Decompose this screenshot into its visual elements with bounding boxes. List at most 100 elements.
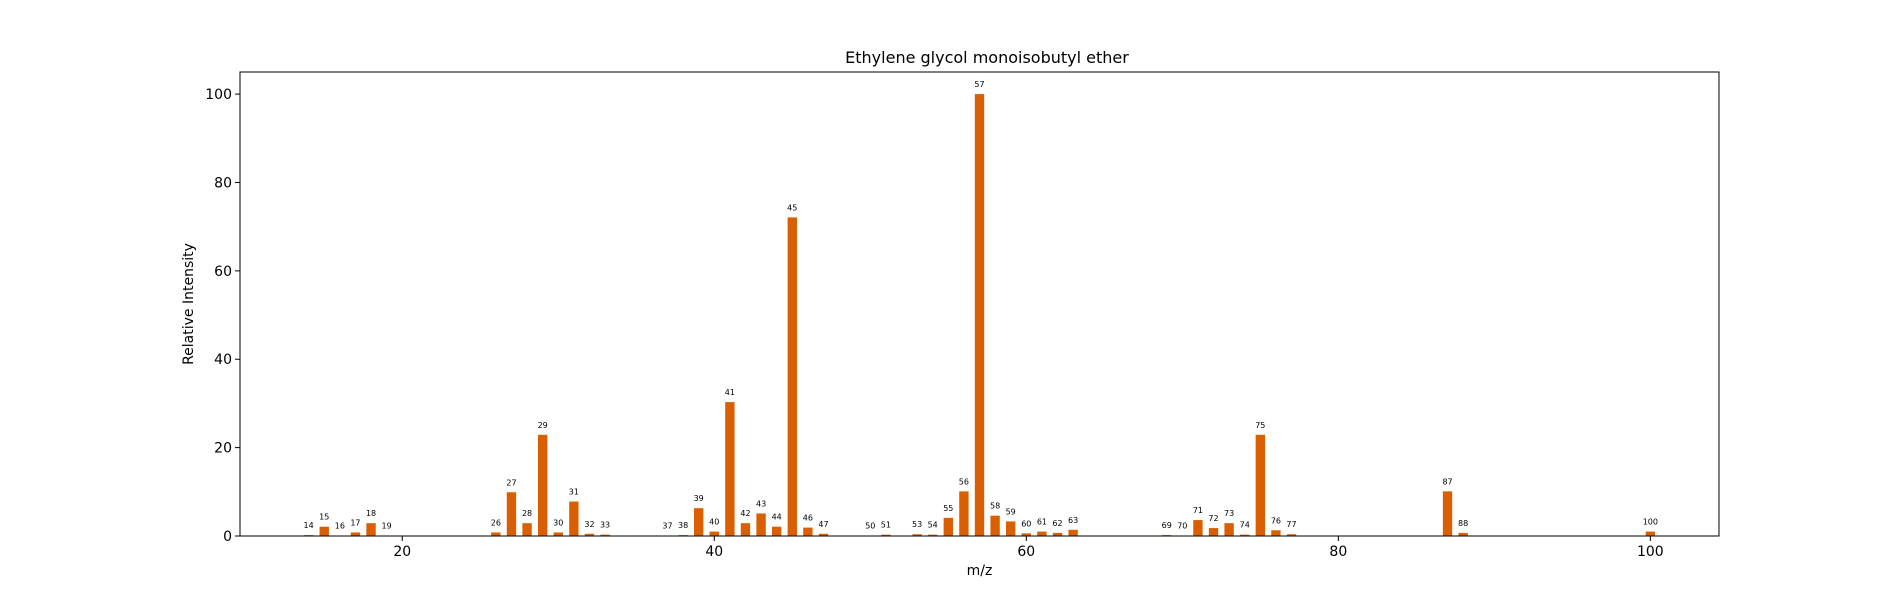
data-label: 70: [1177, 522, 1187, 531]
x-tick-label: 20: [393, 544, 411, 560]
x-axis-label: m/z: [967, 563, 993, 579]
data-label: 30: [553, 518, 563, 527]
bar: [1256, 435, 1265, 536]
data-label: 53: [912, 520, 922, 529]
bar: [1224, 523, 1233, 536]
bar: [1646, 532, 1655, 536]
data-label: 29: [538, 421, 548, 430]
bar: [1006, 521, 1015, 536]
data-label: 87: [1442, 477, 1452, 486]
data-label: 32: [584, 520, 594, 529]
data-label: 17: [350, 518, 360, 527]
y-tick-label: 0: [223, 529, 232, 545]
data-label: 16: [335, 522, 345, 531]
x-axis: 20 40 60 80 100: [393, 536, 1663, 560]
data-label: 58: [990, 502, 1000, 511]
data-label: 39: [694, 494, 704, 503]
bar: [944, 518, 953, 536]
bar: [756, 513, 765, 536]
data-label: 33: [600, 521, 610, 530]
y-tick-label: 60: [214, 264, 232, 280]
data-label: 14: [304, 521, 314, 530]
bar: [569, 502, 578, 536]
data-label: 31: [569, 488, 579, 497]
data-label: 63: [1068, 516, 1078, 525]
bar: [725, 402, 734, 536]
data-label: 88: [1458, 519, 1468, 528]
bar: [351, 532, 360, 536]
bar: [507, 492, 516, 536]
data-label: 45: [787, 203, 797, 212]
data-label: 38: [678, 521, 688, 530]
bar: [990, 516, 999, 536]
y-axis: 0 20 40 60 80 100: [205, 87, 240, 545]
x-tick-label: 60: [1017, 544, 1035, 560]
bar: [1037, 532, 1046, 536]
data-label: 74: [1240, 521, 1250, 530]
data-label: 75: [1255, 421, 1265, 430]
data-label: 47: [818, 520, 828, 529]
data-label: 42: [740, 509, 750, 518]
data-label: 50: [865, 522, 875, 531]
data-label: 59: [1006, 507, 1016, 516]
bar: [1209, 528, 1218, 536]
y-axis-label: Relative Intensity: [181, 243, 197, 365]
data-label: 57: [974, 80, 984, 89]
data-label: 18: [366, 509, 376, 518]
data-label: 60: [1021, 519, 1031, 528]
data-label: 69: [1162, 521, 1172, 530]
bar: [1068, 530, 1077, 536]
bar: [788, 217, 797, 536]
y-tick-label: 100: [205, 87, 232, 103]
y-tick-label: 40: [214, 352, 232, 368]
bar: [522, 523, 531, 536]
bar: [491, 532, 500, 536]
bar: [1271, 530, 1280, 536]
data-label: 100: [1643, 518, 1658, 527]
data-label: 71: [1193, 506, 1203, 515]
data-label: 40: [709, 518, 719, 527]
bar: [772, 527, 781, 536]
data-label: 46: [803, 514, 813, 523]
x-tick-label: 100: [1637, 544, 1664, 560]
data-label: 73: [1224, 509, 1234, 518]
y-tick-label: 20: [214, 441, 232, 457]
data-label: 55: [943, 504, 953, 513]
bar: [538, 435, 547, 536]
bar: [694, 508, 703, 536]
bar: [959, 491, 968, 536]
x-tick-label: 80: [1329, 544, 1347, 560]
data-label: 37: [662, 522, 672, 531]
data-label: 19: [382, 522, 392, 531]
bar: [320, 527, 329, 536]
data-label: 27: [506, 478, 516, 487]
bar: [366, 523, 375, 536]
bar: [741, 523, 750, 536]
bar: [1443, 491, 1452, 536]
data-label: 51: [881, 521, 891, 530]
chart-title: Ethylene glycol monoisobutyl ether: [845, 48, 1129, 67]
bar: [554, 532, 563, 536]
bar-series: [304, 94, 1655, 536]
data-label: 61: [1037, 518, 1047, 527]
bar: [803, 528, 812, 536]
bar: [710, 532, 719, 536]
data-label: 28: [522, 509, 532, 518]
data-label: 41: [725, 388, 735, 397]
bar: [975, 94, 984, 536]
data-label: 54: [928, 521, 938, 530]
y-tick-label: 80: [214, 175, 232, 191]
data-label: 62: [1052, 519, 1062, 528]
data-label: 72: [1208, 514, 1218, 523]
data-label: 44: [772, 513, 782, 522]
bar: [1193, 520, 1202, 536]
x-tick-label: 40: [705, 544, 723, 560]
data-label: 43: [756, 499, 766, 508]
data-label: 26: [491, 518, 501, 527]
data-label: 77: [1286, 520, 1296, 529]
data-label: 56: [959, 477, 969, 486]
data-label: 15: [319, 513, 329, 522]
data-label: 76: [1271, 516, 1281, 525]
